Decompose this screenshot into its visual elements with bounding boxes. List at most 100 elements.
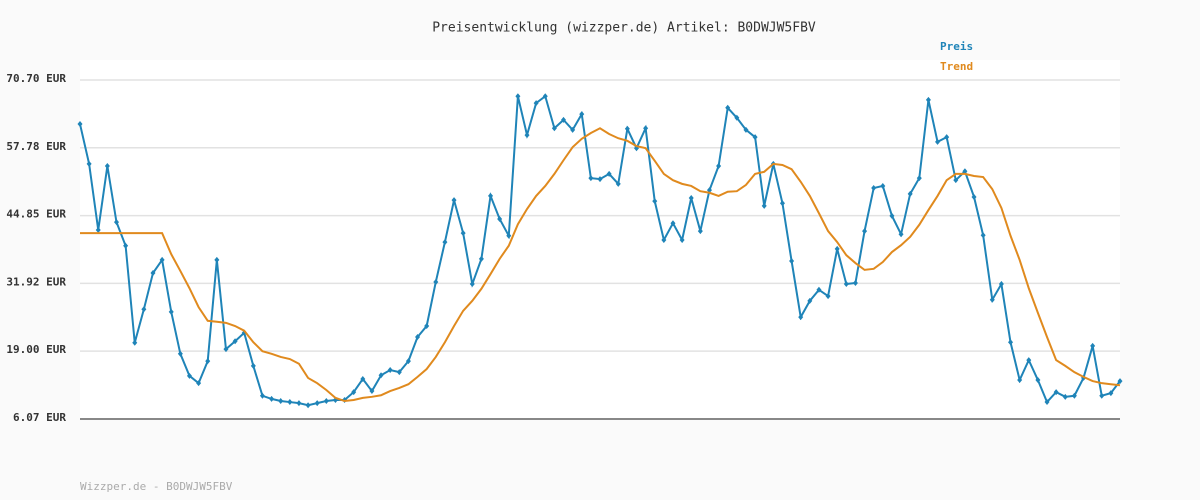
y-tick-label: 70.70 EUR xyxy=(6,72,66,85)
point-marker xyxy=(1035,377,1041,384)
point-marker xyxy=(515,93,521,100)
point-marker xyxy=(980,232,986,239)
point-marker xyxy=(925,96,931,103)
point-marker xyxy=(488,192,494,199)
point-marker xyxy=(697,228,703,235)
point-marker xyxy=(570,126,576,133)
plot-area xyxy=(80,60,1120,419)
point-marker xyxy=(579,111,585,118)
point-marker xyxy=(597,176,603,183)
point-marker xyxy=(232,338,238,345)
point-marker xyxy=(1071,392,1077,399)
point-marker xyxy=(679,236,685,243)
point-marker xyxy=(186,372,192,379)
point-marker xyxy=(688,195,694,202)
point-marker xyxy=(551,125,557,132)
point-marker xyxy=(843,281,849,288)
y-tick-label: 44.85 EUR xyxy=(6,208,66,221)
point-marker xyxy=(907,190,913,197)
series-line xyxy=(80,127,1121,403)
point-marker xyxy=(1108,390,1114,397)
point-marker xyxy=(415,334,421,341)
point-marker xyxy=(962,168,968,175)
point-marker xyxy=(378,372,384,379)
point-marker xyxy=(816,286,822,293)
point-marker xyxy=(405,358,411,365)
point-marker xyxy=(524,132,530,139)
point-marker xyxy=(971,193,977,200)
point-marker xyxy=(250,362,256,369)
point-marker xyxy=(643,125,649,132)
point-marker xyxy=(889,212,895,219)
point-marker xyxy=(871,185,877,192)
point-marker xyxy=(323,398,329,405)
point-marker xyxy=(716,163,722,170)
point-marker xyxy=(77,121,83,128)
point-marker xyxy=(661,236,667,243)
y-tick-label: 31.92 EUR xyxy=(6,275,66,288)
point-marker xyxy=(433,278,439,285)
point-marker xyxy=(834,245,840,252)
point-marker xyxy=(1053,389,1059,396)
point-marker xyxy=(1026,357,1032,364)
point-marker xyxy=(506,232,512,239)
point-marker xyxy=(86,160,92,167)
y-tick-label: 19.00 EUR xyxy=(6,343,66,356)
point-marker xyxy=(278,398,284,405)
point-marker xyxy=(113,219,119,226)
legend-label: Trend xyxy=(940,60,973,73)
legend-label: Preis xyxy=(940,40,973,53)
point-marker xyxy=(798,314,804,321)
y-tick-label: 57.78 EUR xyxy=(6,140,66,153)
point-marker xyxy=(369,388,375,395)
point-marker xyxy=(989,296,995,303)
point-marker xyxy=(588,175,594,182)
point-marker xyxy=(451,197,457,204)
point-marker xyxy=(953,177,959,184)
point-marker xyxy=(624,125,630,132)
point-marker xyxy=(935,138,941,145)
y-tick-label: 6.07 EUR xyxy=(13,411,66,424)
point-marker xyxy=(123,242,129,249)
point-marker xyxy=(789,257,795,264)
point-marker xyxy=(442,239,448,246)
point-marker xyxy=(1099,392,1105,399)
point-marker xyxy=(104,163,110,170)
point-marker xyxy=(141,306,147,313)
point-marker xyxy=(196,380,202,387)
point-marker xyxy=(460,230,466,237)
point-marker xyxy=(825,293,831,300)
point-marker xyxy=(259,392,265,399)
point-marker xyxy=(469,281,475,288)
point-marker xyxy=(95,227,101,234)
point-marker xyxy=(424,323,430,330)
point-marker xyxy=(761,202,767,209)
point-marker xyxy=(916,175,922,182)
point-marker xyxy=(159,256,165,263)
point-marker xyxy=(1062,393,1068,400)
point-marker xyxy=(205,358,211,365)
point-marker xyxy=(734,114,740,121)
point-marker xyxy=(1117,378,1123,385)
footer: Wizzper.de - B0DWJW5FBV xyxy=(80,480,233,493)
point-marker xyxy=(305,402,311,409)
point-marker xyxy=(561,116,567,123)
point-marker xyxy=(351,389,357,396)
point-marker xyxy=(743,126,749,133)
point-marker xyxy=(880,182,886,189)
point-marker xyxy=(478,255,484,262)
point-marker xyxy=(898,231,904,238)
point-marker xyxy=(1017,377,1023,384)
point-marker xyxy=(269,395,275,402)
point-marker xyxy=(360,375,366,382)
point-marker xyxy=(223,346,229,353)
point-marker xyxy=(314,400,320,407)
point-marker xyxy=(652,198,658,205)
point-marker xyxy=(177,350,183,357)
point-marker xyxy=(150,270,156,277)
point-marker xyxy=(944,134,950,141)
point-marker xyxy=(132,339,138,346)
point-marker xyxy=(1090,342,1096,349)
point-marker xyxy=(752,134,758,141)
